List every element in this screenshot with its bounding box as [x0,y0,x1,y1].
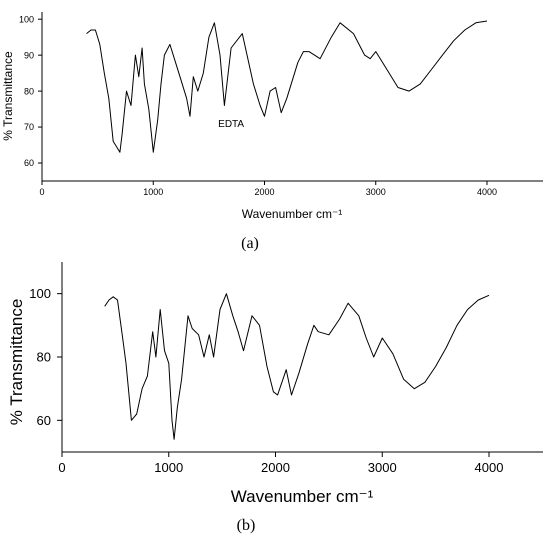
panel-a-x-ticks: 0 1000 2000 3000 4000 [39,181,497,197]
panel-a-y-tick-label: 60 [24,158,34,168]
panel-b-spectrum-line [104,293,490,440]
panel-b-x-tick-label: 2000 [261,460,290,475]
panel-b-x-tick-label: 1000 [154,460,183,475]
chart-panel-b: % Transmittance 60 80 100 0 1000 2000 3000 400… [7,262,543,534]
panel-b-x-tick-label: 4000 [475,460,504,475]
panel-a-y-tick-label: 70 [24,122,34,132]
panel-b-y-ticks: 60 80 100 [29,286,62,428]
panel-a-spectrum-line [86,20,488,153]
panel-b-y-tick-label: 80 [37,350,51,365]
panel-a-x-tick-label: 1000 [143,187,163,197]
panel-a-x-tick-label: 4000 [477,187,497,197]
panel-a-x-tick-label: 2000 [254,187,274,197]
panel-b-y-tick-label: 60 [37,413,51,428]
panel-a-x-axis-title: Wavenumber cm⁻¹ [242,207,343,221]
panel-b-label: (b) [237,517,256,534]
panel-b-x-tick-label: 3000 [368,460,397,475]
panel-a-y-tick-label: 90 [24,50,34,60]
panel-a-y-tick-label: 100 [19,14,34,24]
panel-a-y-ticks: 60 70 80 90 100 [19,14,42,168]
panel-a-y-tick-label: 80 [24,86,34,96]
panel-a-x-tick-label: 3000 [366,187,386,197]
panel-a-y-axis-title: % Transmittance [1,51,15,141]
panel-b-x-axis-title: Wavenumber cm⁻¹ [231,487,374,506]
chart-panel-a: % Transmittance 60 70 80 90 100 0 1000 2000 300… [1,12,543,252]
panel-a-x-tick-label: 0 [39,187,44,197]
panel-a-edta-annotation: EDTA [218,119,244,130]
panel-b-x-tick-label: 0 [58,460,65,475]
panel-b-x-ticks: 0 1000 2000 3000 4000 [58,452,503,475]
panel-b-y-axis-title: % Transmittance [7,299,26,426]
panel-a-label: (a) [241,235,259,252]
panel-b-y-tick-label: 100 [29,286,51,301]
